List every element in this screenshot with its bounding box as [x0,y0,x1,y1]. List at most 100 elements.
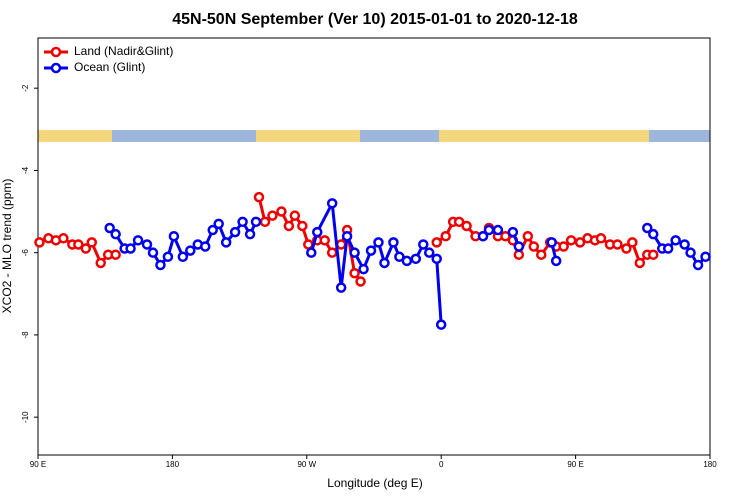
point [528,241,540,252]
point [283,220,295,232]
point [642,222,653,234]
point [574,237,586,248]
point [162,251,174,263]
point [453,216,465,228]
point [110,249,121,260]
point [207,224,218,236]
point [621,243,632,254]
point [513,249,525,260]
point [80,243,92,254]
point [244,228,256,240]
point [155,259,166,271]
point [335,282,347,293]
point [634,257,646,269]
point [312,226,323,238]
point [507,226,519,238]
x-axis-label: Longitude (deg E) [327,476,422,490]
x-tick-label: 90 W [297,460,316,469]
point [483,224,495,236]
y-tick-label: -2 [21,84,30,92]
point [110,228,121,240]
point [388,237,399,248]
x-tick-label: 180 [703,460,717,469]
point [341,230,353,242]
land-band [439,130,649,142]
point [95,257,106,269]
point [349,267,360,279]
point [440,230,451,242]
point [379,257,390,269]
point [349,247,360,258]
point [125,243,136,254]
point [679,239,690,250]
point [431,253,442,265]
point [612,239,623,250]
point [627,237,638,248]
point [595,233,607,244]
point [220,237,232,248]
point [648,249,659,260]
point [648,228,659,240]
y-tick-label: -8 [21,331,30,339]
point [177,251,189,263]
point [365,245,377,256]
point [662,243,674,254]
point [229,226,241,238]
point [394,251,405,263]
y-tick-label: -6 [21,249,30,257]
point [500,230,511,242]
x-tick-label: 90 E [30,460,46,469]
x-tick-label: 0 [439,460,444,469]
point [147,247,159,258]
x-tick-label: 90 E [567,460,583,469]
point [104,222,115,234]
point [200,241,211,252]
point [132,235,144,246]
point [424,247,435,258]
point [86,237,98,248]
point [326,247,338,258]
point [289,210,301,221]
point [513,241,525,252]
point [550,255,562,267]
point [700,251,711,263]
legend-marker [50,46,62,58]
point [259,216,271,228]
point [306,247,317,258]
point [267,210,278,221]
point [34,237,45,248]
point [355,276,366,287]
point [418,239,429,250]
point [670,235,681,246]
legend-label: Ocean (Glint) [74,60,145,74]
point [431,237,442,248]
point [141,239,153,250]
point [401,255,413,267]
point [168,230,180,242]
point [358,263,369,275]
point [73,239,84,250]
y-tick-label: -4 [21,166,30,174]
point [319,235,330,246]
point [461,220,472,232]
point [435,319,447,330]
point [685,247,696,258]
point [522,230,534,242]
map-strip [38,130,710,142]
point [492,224,504,236]
point [213,218,224,230]
legend-label: Land (Nadir&Glint) [74,44,173,58]
y-axis-label: XCO2 - MLO trend (ppm) [0,179,14,314]
point [546,237,557,248]
point [565,235,577,246]
point [326,198,338,209]
point [692,259,704,271]
point [297,220,308,232]
legend-marker [50,62,62,74]
point [410,253,422,265]
point [536,249,547,260]
point [185,245,196,256]
point [276,206,287,217]
